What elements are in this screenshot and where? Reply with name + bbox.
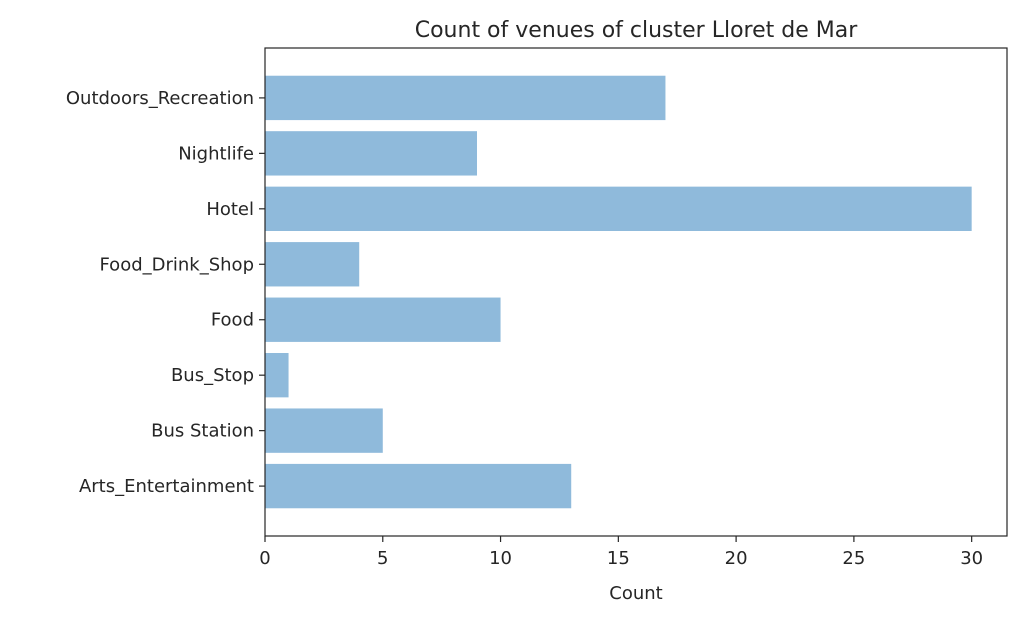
x-tick-label: 5 xyxy=(377,548,388,569)
x-axis-ticks: 0 5 10 15 20 25 30 xyxy=(259,536,983,569)
bar-bus-stop xyxy=(265,353,289,398)
bar-bus-station xyxy=(265,408,383,453)
x-tick-label: 25 xyxy=(842,548,865,569)
bar-outdoors-recreation xyxy=(265,75,666,121)
y-tick-label: Arts_Entertainment xyxy=(79,476,254,497)
bars-layer xyxy=(265,75,972,509)
y-tick-label: Bus_Stop xyxy=(171,365,254,386)
y-tick-label: Bus Station xyxy=(151,421,254,442)
chart-title: Count of venues of cluster Lloret de Mar xyxy=(415,18,858,43)
bar-food-drink-shop xyxy=(265,242,360,287)
x-tick-label: 15 xyxy=(607,548,630,569)
x-tick-label: 30 xyxy=(960,548,983,569)
x-tick-label: 0 xyxy=(259,548,270,569)
y-tick-label: Food_Drink_Shop xyxy=(99,254,254,275)
y-tick-label: Nightlife xyxy=(178,143,254,164)
x-axis-label: Count xyxy=(609,583,662,604)
bar-hotel xyxy=(265,186,972,231)
y-tick-label: Outdoors_Recreation xyxy=(66,88,254,109)
bar-nightlife xyxy=(265,131,477,176)
y-tick-label: Hotel xyxy=(206,199,254,220)
x-tick-label: 20 xyxy=(725,548,748,569)
bar-food xyxy=(265,297,501,342)
plot-frame xyxy=(264,47,1008,537)
y-axis-ticks: Arts_Entertainment Bus Station Bus_Stop Foo… xyxy=(66,88,265,497)
bar-arts-entertainment xyxy=(265,463,572,509)
x-tick-label: 10 xyxy=(489,548,512,569)
y-tick-label: Food xyxy=(211,310,254,331)
